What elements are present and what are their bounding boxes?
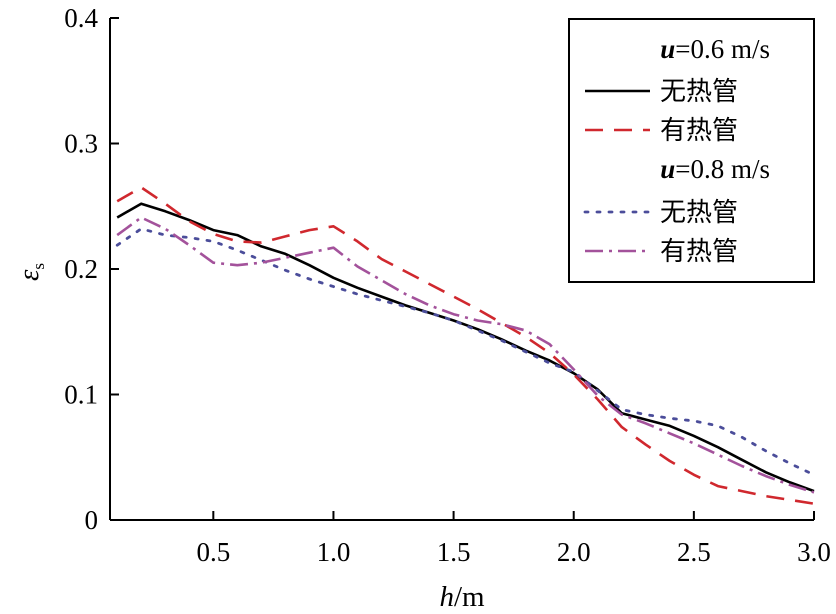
ticks: 0 0.1 0.2 0.3 0.4 0.5 1.0 1.5 2.0 2.5 3.0 [64, 3, 831, 567]
y-tick-label: 0.2 [64, 254, 98, 284]
legend-label-series-2: 有热管 [660, 116, 738, 146]
y-axis-title: εs [13, 263, 48, 281]
x-tick-label: 0.5 [196, 537, 230, 567]
legend-group-1-variable: u [660, 34, 675, 64]
legend-group-2-title: u=0.8 m/s [660, 154, 770, 184]
series-line-2 [116, 186, 815, 505]
y-axis-variable: ε [13, 269, 45, 281]
legend-label-series-3: 无热管 [660, 198, 738, 228]
series-line-1 [116, 202, 815, 493]
y-axis-subscript: s [29, 263, 48, 270]
x-tick-label: 2.0 [557, 537, 591, 567]
legend-group-2-variable: u [660, 154, 675, 184]
x-tick-label: 1.5 [437, 537, 471, 567]
legend-box [568, 18, 815, 283]
x-axis-title: h/m [439, 581, 485, 613]
series-layer [115, 186, 816, 505]
x-axis-unit: /m [454, 581, 485, 613]
legend-group-1-title: u=0.6 m/s [660, 34, 770, 64]
y-tick-label: 0.1 [64, 380, 98, 410]
y-tick-label: 0.3 [64, 129, 98, 159]
x-tick-label: 3.0 [797, 537, 831, 567]
series-line-3 [115, 227, 816, 477]
legend-label-series-4: 有热管 [660, 237, 738, 267]
legend-label-series-1: 无热管 [660, 77, 738, 107]
legend-group-2-label: =0.8 m/s [675, 154, 770, 184]
y-tick-label: 0 [85, 505, 99, 535]
x-tick-label: 1.0 [317, 537, 351, 567]
legend: u=0.6 m/s 无热管 有热管 u=0.8 m/s 无热管 有热管 [568, 18, 815, 283]
x-tick-label: 2.5 [677, 537, 711, 567]
legend-group-1-label: =0.6 m/s [675, 34, 770, 64]
series-line-4 [116, 216, 815, 494]
y-tick-label: 0.4 [64, 3, 98, 33]
x-axis-variable: h [439, 581, 454, 613]
